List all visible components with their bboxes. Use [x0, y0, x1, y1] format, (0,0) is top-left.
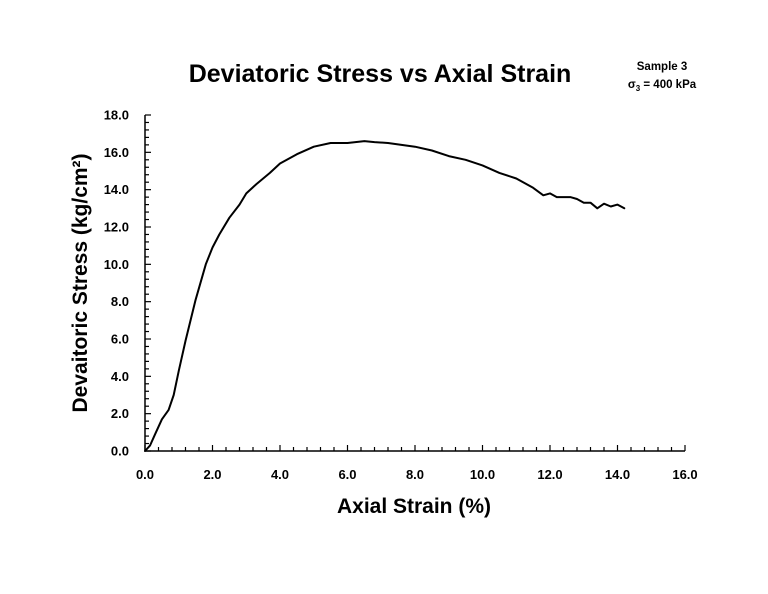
x-tick-label: 6.0 — [338, 467, 356, 482]
sigma-value: = 400 kPa — [640, 79, 697, 91]
sample-annotation: Sample 3 σ3 = 400 kPa — [600, 58, 724, 98]
stress-strain-curve — [144, 140, 626, 452]
x-tick-label: 10.0 — [470, 467, 495, 482]
axes — [144, 115, 685, 452]
chart-title: Deviatoric Stress vs Axial Strain — [188, 60, 572, 88]
y-tick-label: 4.0 — [111, 369, 129, 384]
y-tick-label: 18.0 — [104, 108, 129, 123]
y-tick-label: 14.0 — [104, 182, 129, 197]
x-tick-label: 12.0 — [537, 467, 562, 482]
x-tick-label: 2.0 — [203, 467, 221, 482]
x-tick-label: 16.0 — [672, 467, 697, 482]
sigma-subscript: 3 — [635, 84, 641, 93]
y-tick-label: 12.0 — [104, 220, 129, 235]
y-tick-label: 16.0 — [104, 145, 129, 160]
y-tick-label: 10.0 — [104, 257, 129, 272]
y-tick-label: 0.0 — [111, 444, 129, 459]
sigma-symbol: σ — [627, 79, 636, 91]
y-tick-label: 8.0 — [111, 294, 129, 309]
x-axis-title: Axial Strain (%) — [337, 495, 491, 518]
ticks — [144, 114, 686, 452]
y-tick-label: 6.0 — [111, 332, 129, 347]
x-tick-label: 14.0 — [605, 467, 630, 482]
x-tick-label: 8.0 — [406, 467, 424, 482]
sample-label: Sample 3 — [636, 61, 688, 73]
y-axis-title: Devaitoric Stress (kg/cm²) — [69, 153, 92, 412]
x-tick-label: 4.0 — [271, 467, 289, 482]
y-tick-label: 2.0 — [111, 406, 129, 421]
confining-pressure-label: σ3 = 400 kPa — [600, 76, 724, 98]
tick-labels: 0.0 2.0 4.0 6.0 8.0 10.0 12.0 14.0 16.0 18.0 0.0 2.… — [104, 108, 698, 483]
plot-area — [144, 140, 626, 452]
x-tick-label: 0.0 — [136, 467, 154, 482]
